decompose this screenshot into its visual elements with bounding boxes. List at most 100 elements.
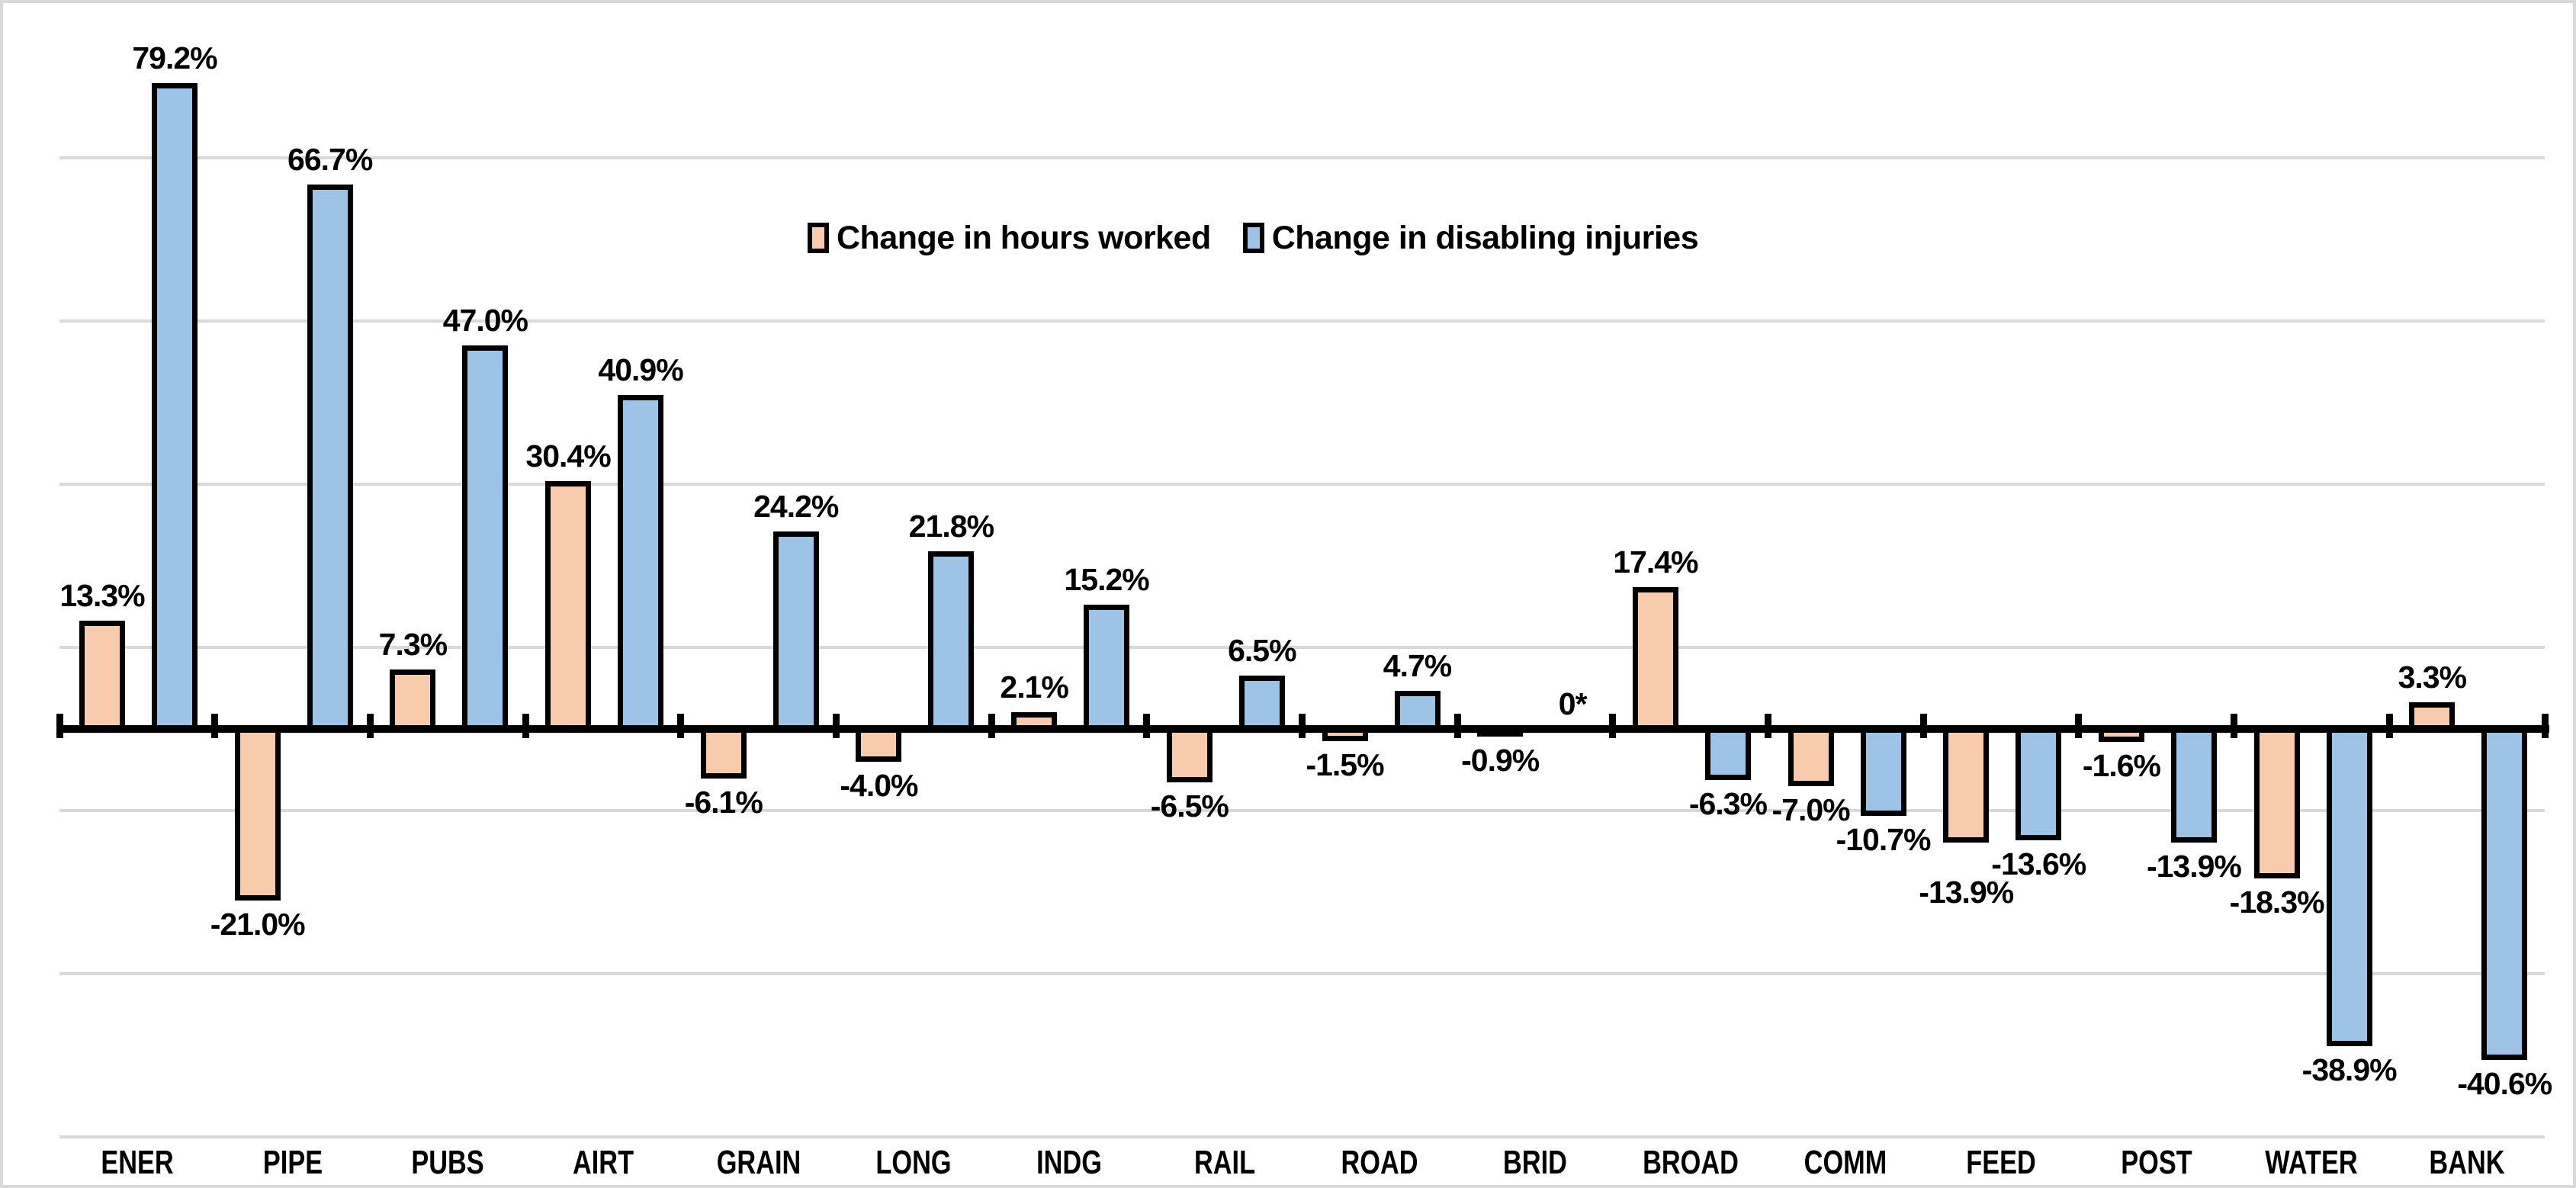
data-label: -18.3% <box>2229 884 2325 920</box>
data-label: -13.6% <box>1991 846 2086 881</box>
data-label: -7.0% <box>1771 791 1851 827</box>
bar-BROAD-injuries <box>1704 725 1751 781</box>
data-label: -40.6% <box>2457 1066 2552 1102</box>
x-axis-label: AIRT <box>572 1144 634 1181</box>
data-label: -13.9% <box>2146 848 2242 884</box>
x-axis-label: PUBS <box>411 1144 484 1181</box>
bar-AIRT-hours <box>545 480 592 733</box>
data-label: 17.4% <box>1613 544 1698 580</box>
legend-item-hours: Change in hours worked <box>808 219 1211 257</box>
bar-GRAIN-injuries <box>772 531 819 733</box>
bar-ENER-injuries <box>152 82 198 733</box>
legend-swatch-hours-icon <box>808 223 829 253</box>
x-axis-label: FEED <box>1966 1144 2036 1181</box>
gridline <box>59 646 2545 649</box>
legend-label-injuries: Change in disabling injuries <box>1271 220 1699 256</box>
data-label: 7.3% <box>378 626 448 662</box>
data-label: 0* <box>1558 686 1588 721</box>
bar-POST-injuries <box>2170 725 2217 843</box>
x-axis-label: POST <box>2121 1144 2192 1181</box>
bar-PUBS-hours <box>390 669 436 733</box>
data-label: 24.2% <box>753 489 839 525</box>
bar-INDG-injuries <box>1084 605 1130 733</box>
data-label: -6.5% <box>1150 788 1229 824</box>
data-label: -1.6% <box>2082 748 2161 784</box>
axis-tick <box>1765 714 1772 738</box>
data-label: -13.9% <box>1919 874 2014 910</box>
bar-COMM-hours <box>1787 725 1834 786</box>
x-axis-label: GRAIN <box>716 1144 801 1181</box>
axis-tick <box>56 714 63 738</box>
data-label: -6.3% <box>1688 786 1768 822</box>
x-axis-label: ENER <box>101 1144 174 1181</box>
axis-tick <box>1299 714 1306 738</box>
data-label: -4.0% <box>840 767 918 803</box>
bar-PIPE-hours <box>234 725 281 901</box>
axis-tick <box>1609 714 1617 738</box>
bar-AIRT-injuries <box>618 395 664 733</box>
bar-BROAD-hours <box>1632 586 1678 733</box>
axis-tick <box>1919 714 1927 738</box>
x-axis-label: BANK <box>2429 1144 2505 1181</box>
gridline <box>59 156 2545 159</box>
data-label: -21.0% <box>210 906 306 942</box>
bar-ENER-hours <box>79 620 125 733</box>
data-label: 4.7% <box>1383 647 1452 683</box>
legend: Change in hours worked Change in disabli… <box>808 219 1699 257</box>
data-label: 30.4% <box>525 438 611 474</box>
x-axis-label: INDG <box>1036 1144 1102 1181</box>
legend-item-injuries: Change in disabling injuries <box>1242 219 1699 257</box>
axis-tick <box>677 714 685 738</box>
gridline <box>59 483 2545 486</box>
data-label: 21.8% <box>908 508 994 544</box>
data-label: 15.2% <box>1064 562 1149 598</box>
x-axis-label: BRID <box>1503 1144 1567 1181</box>
axis-tick <box>2231 714 2238 738</box>
data-label: -38.9% <box>2301 1052 2398 1088</box>
gridline <box>59 809 2545 812</box>
axis-tick <box>2385 714 2393 738</box>
gridline <box>59 319 2545 323</box>
axis-tick <box>522 714 529 738</box>
legend-swatch-injuries-icon <box>1242 223 1264 253</box>
bar-BANK-injuries <box>2481 725 2528 1061</box>
bar-PIPE-injuries <box>307 185 353 733</box>
bar-RAIL-injuries <box>1238 676 1285 733</box>
x-axis-label: COMM <box>1804 1144 1887 1181</box>
axis-tick <box>2075 714 2083 738</box>
gridline <box>59 972 2545 975</box>
bar-LONG-injuries <box>928 551 975 733</box>
data-label: -0.9% <box>1461 742 1540 778</box>
bar-PUBS-injuries <box>462 345 509 733</box>
data-label: 3.3% <box>2398 659 2467 695</box>
data-label: 2.1% <box>1000 669 1068 705</box>
bar-GRAIN-hours <box>700 725 747 779</box>
x-axis-label: RAIL <box>1193 1144 1255 1181</box>
data-label: -1.5% <box>1306 747 1384 783</box>
bar-RAIL-hours <box>1166 725 1213 782</box>
data-label: 13.3% <box>59 577 145 613</box>
data-label: 66.7% <box>287 142 373 178</box>
bar-WATER-injuries <box>2326 725 2372 1047</box>
gridline <box>59 1135 2545 1138</box>
x-axis-label: PIPE <box>262 1144 323 1181</box>
x-axis-label: LONG <box>875 1144 952 1181</box>
axis-tick <box>832 714 840 738</box>
x-axis-label: WATER <box>2265 1144 2359 1181</box>
bar-COMM-injuries <box>1860 725 1906 817</box>
axis-tick <box>1143 714 1151 738</box>
axis-tick <box>2541 714 2549 738</box>
data-label: 6.5% <box>1228 633 1296 669</box>
data-label: -6.1% <box>684 785 763 820</box>
data-label: 40.9% <box>598 352 683 388</box>
x-axis-label: ROAD <box>1341 1144 1418 1181</box>
bar-FEED-injuries <box>2016 725 2062 840</box>
axis-tick <box>366 714 374 738</box>
axis-tick <box>211 714 219 738</box>
data-label: -10.7% <box>1836 822 1932 858</box>
x-axis-label: BROAD <box>1642 1144 1739 1181</box>
axis-tick <box>1453 714 1461 738</box>
bar-FEED-hours <box>1943 725 1990 843</box>
legend-label-hours: Change in hours worked <box>837 220 1211 256</box>
